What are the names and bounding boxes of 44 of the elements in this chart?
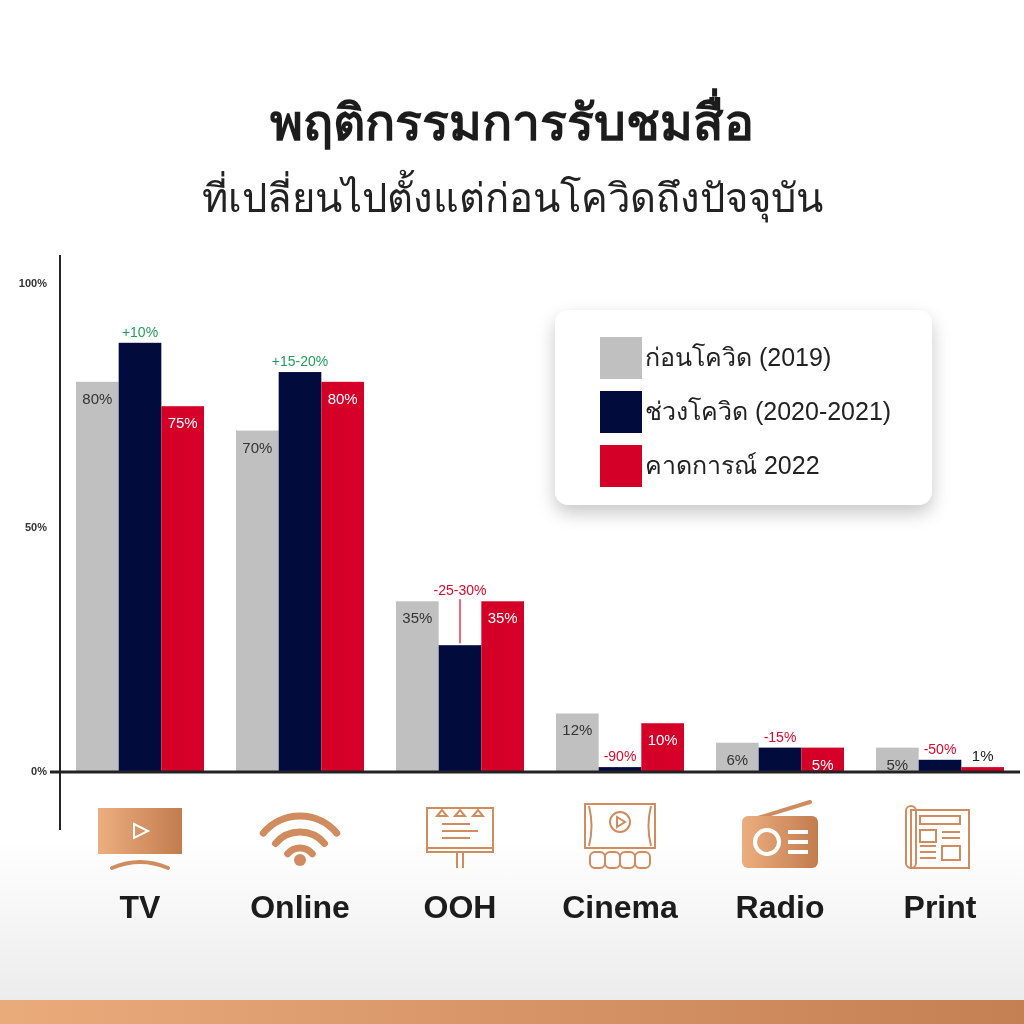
data-label: 1% <box>971 747 994 765</box>
bar <box>321 381 364 772</box>
data-label: 35% <box>402 609 433 627</box>
y-tick-label: 50% <box>24 521 48 534</box>
data-label: 80% <box>327 389 358 407</box>
bar <box>481 601 524 772</box>
x-tick-label: TV <box>119 889 162 925</box>
annotation: -15% <box>763 728 797 745</box>
x-tick-label: Radio <box>735 889 825 925</box>
y-tick-label: 100% <box>18 277 48 290</box>
bar <box>118 342 162 772</box>
x-tick-label: Online <box>250 889 350 925</box>
bar <box>556 713 599 772</box>
y-tick-label: 0% <box>31 764 48 777</box>
annotation: -50% <box>923 740 957 757</box>
data-label: 75% <box>167 414 198 432</box>
bar <box>76 381 119 772</box>
data-label: 5% <box>886 755 909 773</box>
bar <box>396 601 439 772</box>
data-label: 6% <box>726 750 749 768</box>
chart-title: พฤติกรรมการรับชมสื่อ <box>270 88 754 151</box>
annotation: +15-20% <box>271 353 329 370</box>
data-label: 12% <box>562 721 593 739</box>
annotation: -90% <box>603 748 637 765</box>
bar <box>161 406 204 772</box>
legend-label: คาดการณ์ 2022 <box>645 450 820 479</box>
data-label: 35% <box>487 609 518 627</box>
bar <box>758 747 802 772</box>
data-label: 70% <box>242 438 273 456</box>
bar <box>236 430 279 772</box>
bar <box>438 645 482 772</box>
data-label: 5% <box>811 755 834 773</box>
data-label: 10% <box>647 731 678 749</box>
bar <box>278 372 322 772</box>
annotation: -25-30% <box>433 582 487 599</box>
chart-subtitle: ที่เปลี่ยนไปตั้งแต่ก่อนโควิดถึงปัจจุบัน <box>201 169 823 223</box>
x-tick-label: OOH <box>423 889 497 925</box>
legend-label: ช่วงโควิด (2020-2021) <box>645 396 892 425</box>
annotation: +10% <box>121 323 159 340</box>
x-tick-label: Print <box>903 889 977 925</box>
legend-label: ก่อนโควิด (2019) <box>645 342 832 371</box>
data-label: 80% <box>82 389 113 407</box>
bar <box>641 723 684 772</box>
x-tick-label: Cinema <box>562 889 678 925</box>
